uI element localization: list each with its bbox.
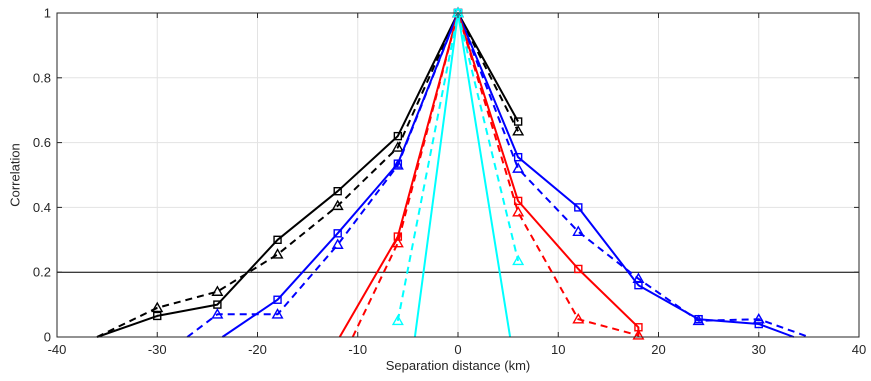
data-point-square xyxy=(393,131,403,141)
axes-box xyxy=(56,12,860,338)
data-point-triangle xyxy=(512,254,525,266)
data-point-triangle xyxy=(632,329,645,340)
data-point-triangle xyxy=(752,312,765,324)
y-tick-label: 0.4 xyxy=(33,200,51,215)
x-tick-label: 0 xyxy=(454,342,461,357)
x-axis-label: Separation distance (km) xyxy=(386,358,531,373)
data-point-triangle xyxy=(151,301,164,313)
x-tick-label: 20 xyxy=(651,342,665,357)
series-3 xyxy=(186,6,810,338)
x-tick-label: -30 xyxy=(148,342,167,357)
data-point-triangle xyxy=(692,314,705,326)
data-point-square xyxy=(213,300,222,309)
axes-frame xyxy=(56,12,860,338)
data-point-triangle xyxy=(572,312,585,324)
data-point-triangle xyxy=(391,236,404,248)
series-line xyxy=(186,12,810,338)
data-point-square xyxy=(333,229,342,238)
data-point-triangle xyxy=(391,159,404,170)
data-point-square xyxy=(574,264,583,274)
data-point-triangle xyxy=(391,314,404,326)
series-line xyxy=(96,12,519,338)
y-axis-label: Correlation xyxy=(7,143,22,207)
data-point-triangle xyxy=(211,308,224,319)
y-tick-label: 0.2 xyxy=(33,265,51,280)
data-point-triangle xyxy=(632,272,645,283)
series-line xyxy=(338,12,640,338)
data-point-square xyxy=(153,311,162,321)
data-point-square xyxy=(333,186,342,196)
tick-labels: -40 -30 -20 -10 0 10 20 30 40 0 0.2 0.4 0.6 0.8 1 xyxy=(33,6,866,358)
data-point-square xyxy=(754,319,763,329)
x-tick-label: -10 xyxy=(348,342,367,357)
y-tick-label: 0 xyxy=(44,330,51,345)
data-point-square xyxy=(393,232,403,241)
data-point-triangle xyxy=(512,125,525,136)
data-point-triangle xyxy=(211,285,224,296)
series-1 xyxy=(96,6,525,338)
x-tick-label: -40 xyxy=(48,342,67,357)
data-point-triangle xyxy=(512,162,525,173)
data-point-square xyxy=(513,117,523,126)
data-point-triangle xyxy=(572,225,585,237)
data-point-square xyxy=(273,235,282,245)
data-point-square xyxy=(574,203,583,212)
data-point-triangle xyxy=(271,248,284,259)
x-tick-label: 10 xyxy=(551,342,565,357)
x-tick-label: 40 xyxy=(852,342,866,357)
y-tick-label: 0.8 xyxy=(33,70,51,85)
data-point-square xyxy=(513,152,523,162)
y-tick-label: 1 xyxy=(44,6,51,21)
x-tick-label: 30 xyxy=(752,342,766,357)
series-line xyxy=(351,12,639,338)
data-point-triangle xyxy=(331,238,344,249)
data-point-square xyxy=(513,196,523,206)
data-point-triangle xyxy=(271,308,284,319)
x-tick-label: -20 xyxy=(248,342,267,357)
data-point-triangle xyxy=(391,141,404,152)
y-tick-label: 0.6 xyxy=(33,135,51,150)
data-point-triangle xyxy=(331,199,344,211)
data-point-square xyxy=(273,295,282,304)
data-point-triangle xyxy=(512,206,525,217)
